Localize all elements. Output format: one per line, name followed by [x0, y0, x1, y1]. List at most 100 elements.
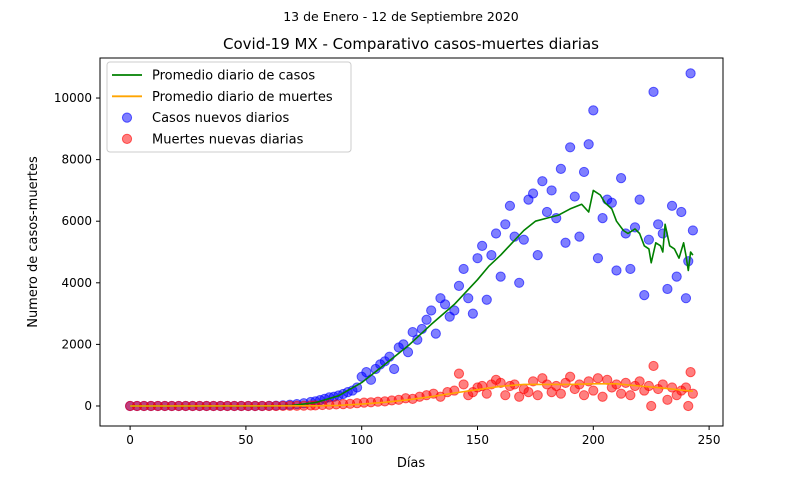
cases-point: [606, 197, 617, 208]
deaths-point: [523, 387, 534, 398]
cases-point: [537, 176, 548, 187]
deaths-point: [555, 388, 566, 399]
cases-point: [574, 231, 585, 242]
deaths-point: [481, 388, 492, 399]
cases-point: [486, 249, 497, 261]
cases-point: [449, 305, 460, 316]
deaths-point: [685, 367, 696, 378]
deaths-average-line: [130, 383, 693, 407]
x-tick-label: 0: [126, 433, 134, 447]
x-tick-label: 150: [466, 433, 489, 447]
deaths-point: [500, 390, 511, 401]
cases-point: [639, 290, 650, 301]
deaths-point: [646, 400, 657, 412]
deaths-point: [662, 394, 673, 405]
deaths-point: [592, 373, 604, 384]
plot-area: [99, 57, 724, 427]
cases-point: [518, 234, 529, 245]
legend-label: Promedio diario de casos: [152, 69, 315, 84]
deaths-point: [453, 368, 465, 379]
cases-point: [671, 271, 682, 282]
line-layer: [130, 189, 694, 407]
cases-point: [541, 206, 553, 218]
y-tick-label: 6000: [61, 214, 92, 228]
cases-point: [453, 280, 465, 291]
cases-point: [458, 263, 469, 275]
cases-point: [407, 326, 418, 338]
cases-point: [365, 374, 377, 385]
cases-point: [560, 237, 571, 248]
cases-point: [666, 200, 678, 211]
cases-point: [504, 200, 516, 211]
cases-point: [527, 188, 539, 199]
cases-point: [583, 139, 594, 150]
plot-frame: [99, 57, 724, 427]
legend-marker-swatch: [121, 112, 133, 123]
cases-point: [653, 219, 664, 230]
x-tick-label: 50: [238, 433, 253, 447]
legend-box: [106, 61, 352, 153]
cases-point: [402, 346, 414, 358]
deaths-point: [597, 391, 608, 402]
cases-point: [463, 293, 474, 304]
legend-label: Muertes nuevas diarias: [152, 132, 304, 147]
deaths-point: [578, 390, 590, 401]
x-tick-label: 250: [698, 433, 721, 447]
deaths-point: [458, 379, 469, 390]
y-tick-label: 0: [84, 399, 92, 413]
cases-point: [472, 253, 483, 264]
cases-point: [592, 253, 604, 264]
y-axis-label: Numero de casos-muertes: [26, 156, 41, 328]
x-tick-label: 100: [350, 433, 373, 447]
cases-average-line: [130, 189, 694, 407]
deaths-point: [495, 377, 506, 388]
legend-marker-swatch: [121, 133, 133, 144]
cases-point: [546, 185, 557, 196]
figure-suptitle: 13 de Enero - 12 de Septiembre 2020: [283, 9, 519, 24]
cases-point: [389, 363, 400, 375]
legend-label: Promedio diario de muertes: [152, 90, 333, 105]
y-tick-label: 2000: [61, 337, 92, 351]
scatter-layer: [125, 68, 698, 412]
cases-point: [500, 219, 511, 230]
chart-title: Covid-19 MX - Comparativo casos-muertes …: [223, 35, 599, 53]
cases-point: [680, 293, 692, 304]
cases-point: [578, 166, 590, 178]
cases-point: [676, 206, 687, 218]
cases-point: [555, 163, 566, 174]
cases-point: [569, 191, 580, 202]
cases-point: [611, 265, 622, 276]
cases-point: [687, 225, 698, 236]
x-tick-label: 200: [582, 433, 605, 447]
cases-point: [439, 299, 451, 310]
cases-point: [481, 294, 492, 305]
cases-point: [662, 283, 673, 295]
deaths-point: [514, 391, 525, 402]
cases-point: [565, 142, 576, 153]
y-tick-label: 10000: [54, 91, 92, 105]
cases-point: [361, 367, 372, 378]
legend: Promedio diario de casos Promedio diario …: [106, 61, 352, 153]
cases-point: [514, 277, 525, 288]
cases-point: [615, 173, 627, 184]
cases-point: [477, 240, 488, 251]
deaths-point: [532, 390, 543, 401]
cases-point: [532, 249, 543, 261]
deaths-point: [657, 379, 668, 390]
deaths-point: [634, 376, 645, 387]
deaths-point: [588, 385, 599, 396]
cases-point: [490, 228, 502, 239]
cases-point: [643, 234, 654, 245]
cases-point: [648, 86, 659, 97]
x-axis: 0 50 100 150 200 250: [126, 426, 721, 447]
deaths-point: [625, 390, 636, 401]
cases-point: [634, 194, 645, 205]
cases-point: [588, 105, 599, 116]
deaths-point: [683, 400, 694, 412]
cases-point: [495, 271, 506, 282]
y-axis: 0 2000 4000 6000 8000 10000: [54, 91, 100, 413]
cases-point: [426, 305, 437, 316]
y-tick-label: 4000: [61, 276, 92, 290]
cases-point: [412, 334, 423, 345]
